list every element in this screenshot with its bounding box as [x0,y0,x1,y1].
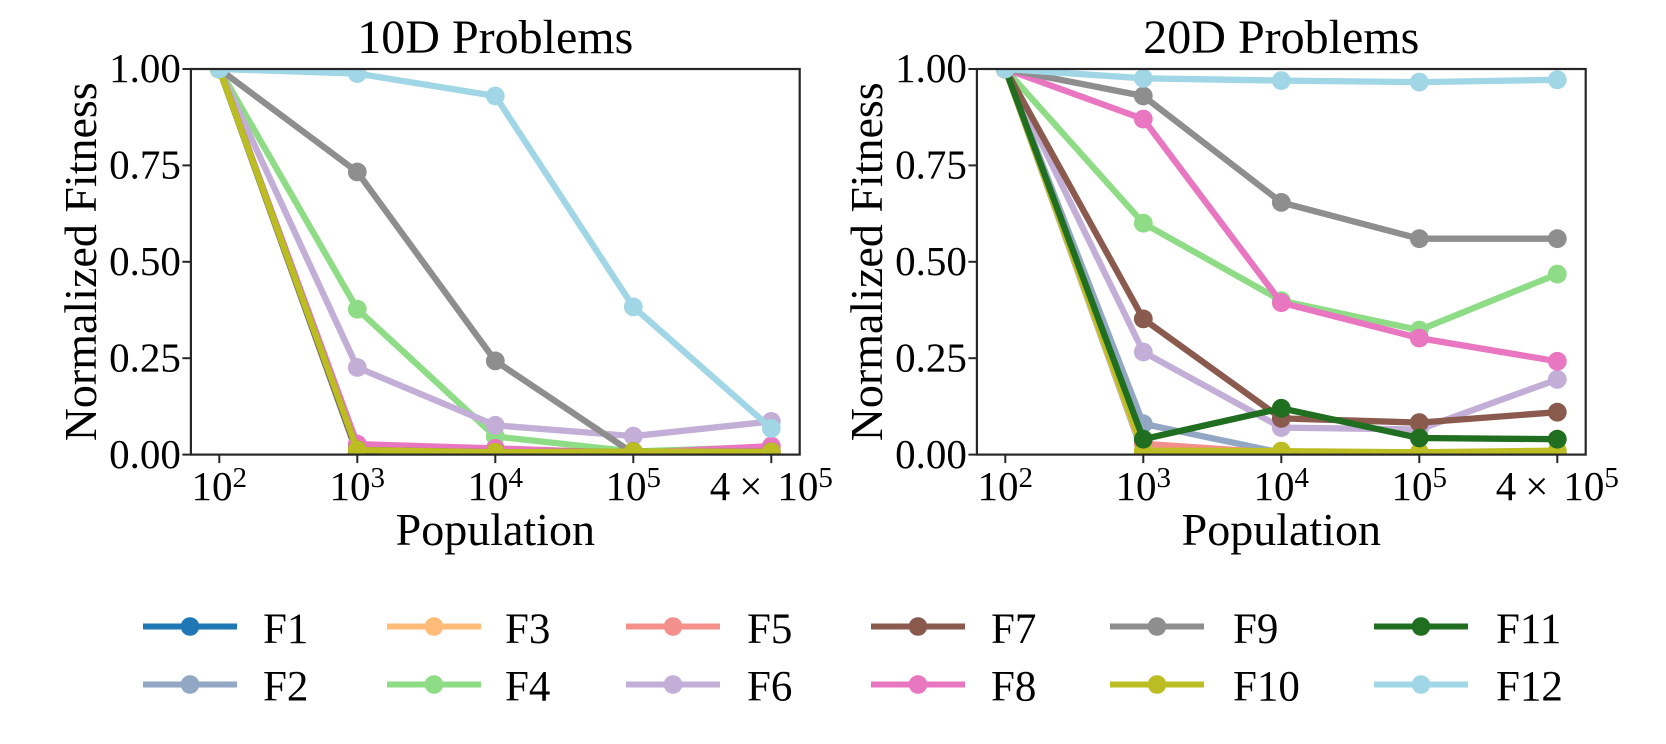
svg-text:102: 102 [192,462,247,509]
svg-text:F7: F7 [991,606,1036,653]
svg-text:F5: F5 [747,606,792,653]
svg-text:4×105: 4 × 105 [710,462,833,509]
svg-text:10D Problems: 10D Problems [357,11,633,64]
svg-text:105: 105 [1392,462,1448,509]
svg-text:1.00: 1.00 [895,45,967,91]
svg-text:1.00: 1.00 [109,45,181,91]
svg-text:F8: F8 [991,664,1036,711]
svg-text:0.25: 0.25 [895,334,967,380]
svg-text:F12: F12 [1496,664,1563,711]
svg-text:Normalized Fitness: Normalized Fitness [841,82,892,441]
svg-text:103: 103 [330,462,386,509]
svg-text:0.00: 0.00 [895,431,967,477]
svg-text:0.25: 0.25 [109,334,181,380]
svg-text:F1: F1 [263,606,308,653]
svg-text:0.50: 0.50 [109,238,181,284]
svg-text:4×105: 4 × 105 [1496,462,1619,509]
svg-text:F4: F4 [505,664,550,711]
svg-text:105: 105 [606,462,662,509]
svg-text:0.75: 0.75 [109,142,181,188]
svg-text:Normalized Fitness: Normalized Fitness [55,82,106,441]
svg-text:F11: F11 [1496,606,1561,653]
svg-text:20D Problems: 20D Problems [1143,11,1419,64]
svg-text:F2: F2 [263,664,308,711]
svg-text:0.00: 0.00 [109,431,181,477]
svg-text:Population: Population [1182,504,1381,555]
svg-text:104: 104 [468,462,524,509]
svg-text:F3: F3 [505,606,550,653]
svg-text:F9: F9 [1233,606,1278,653]
svg-text:0.50: 0.50 [895,238,967,284]
svg-text:0.75: 0.75 [895,142,967,188]
svg-text:103: 103 [1116,462,1172,509]
svg-text:Population: Population [396,504,595,555]
svg-text:F6: F6 [747,664,792,711]
svg-text:F10: F10 [1233,664,1300,711]
svg-text:104: 104 [1254,462,1310,509]
svg-text:102: 102 [978,462,1034,509]
